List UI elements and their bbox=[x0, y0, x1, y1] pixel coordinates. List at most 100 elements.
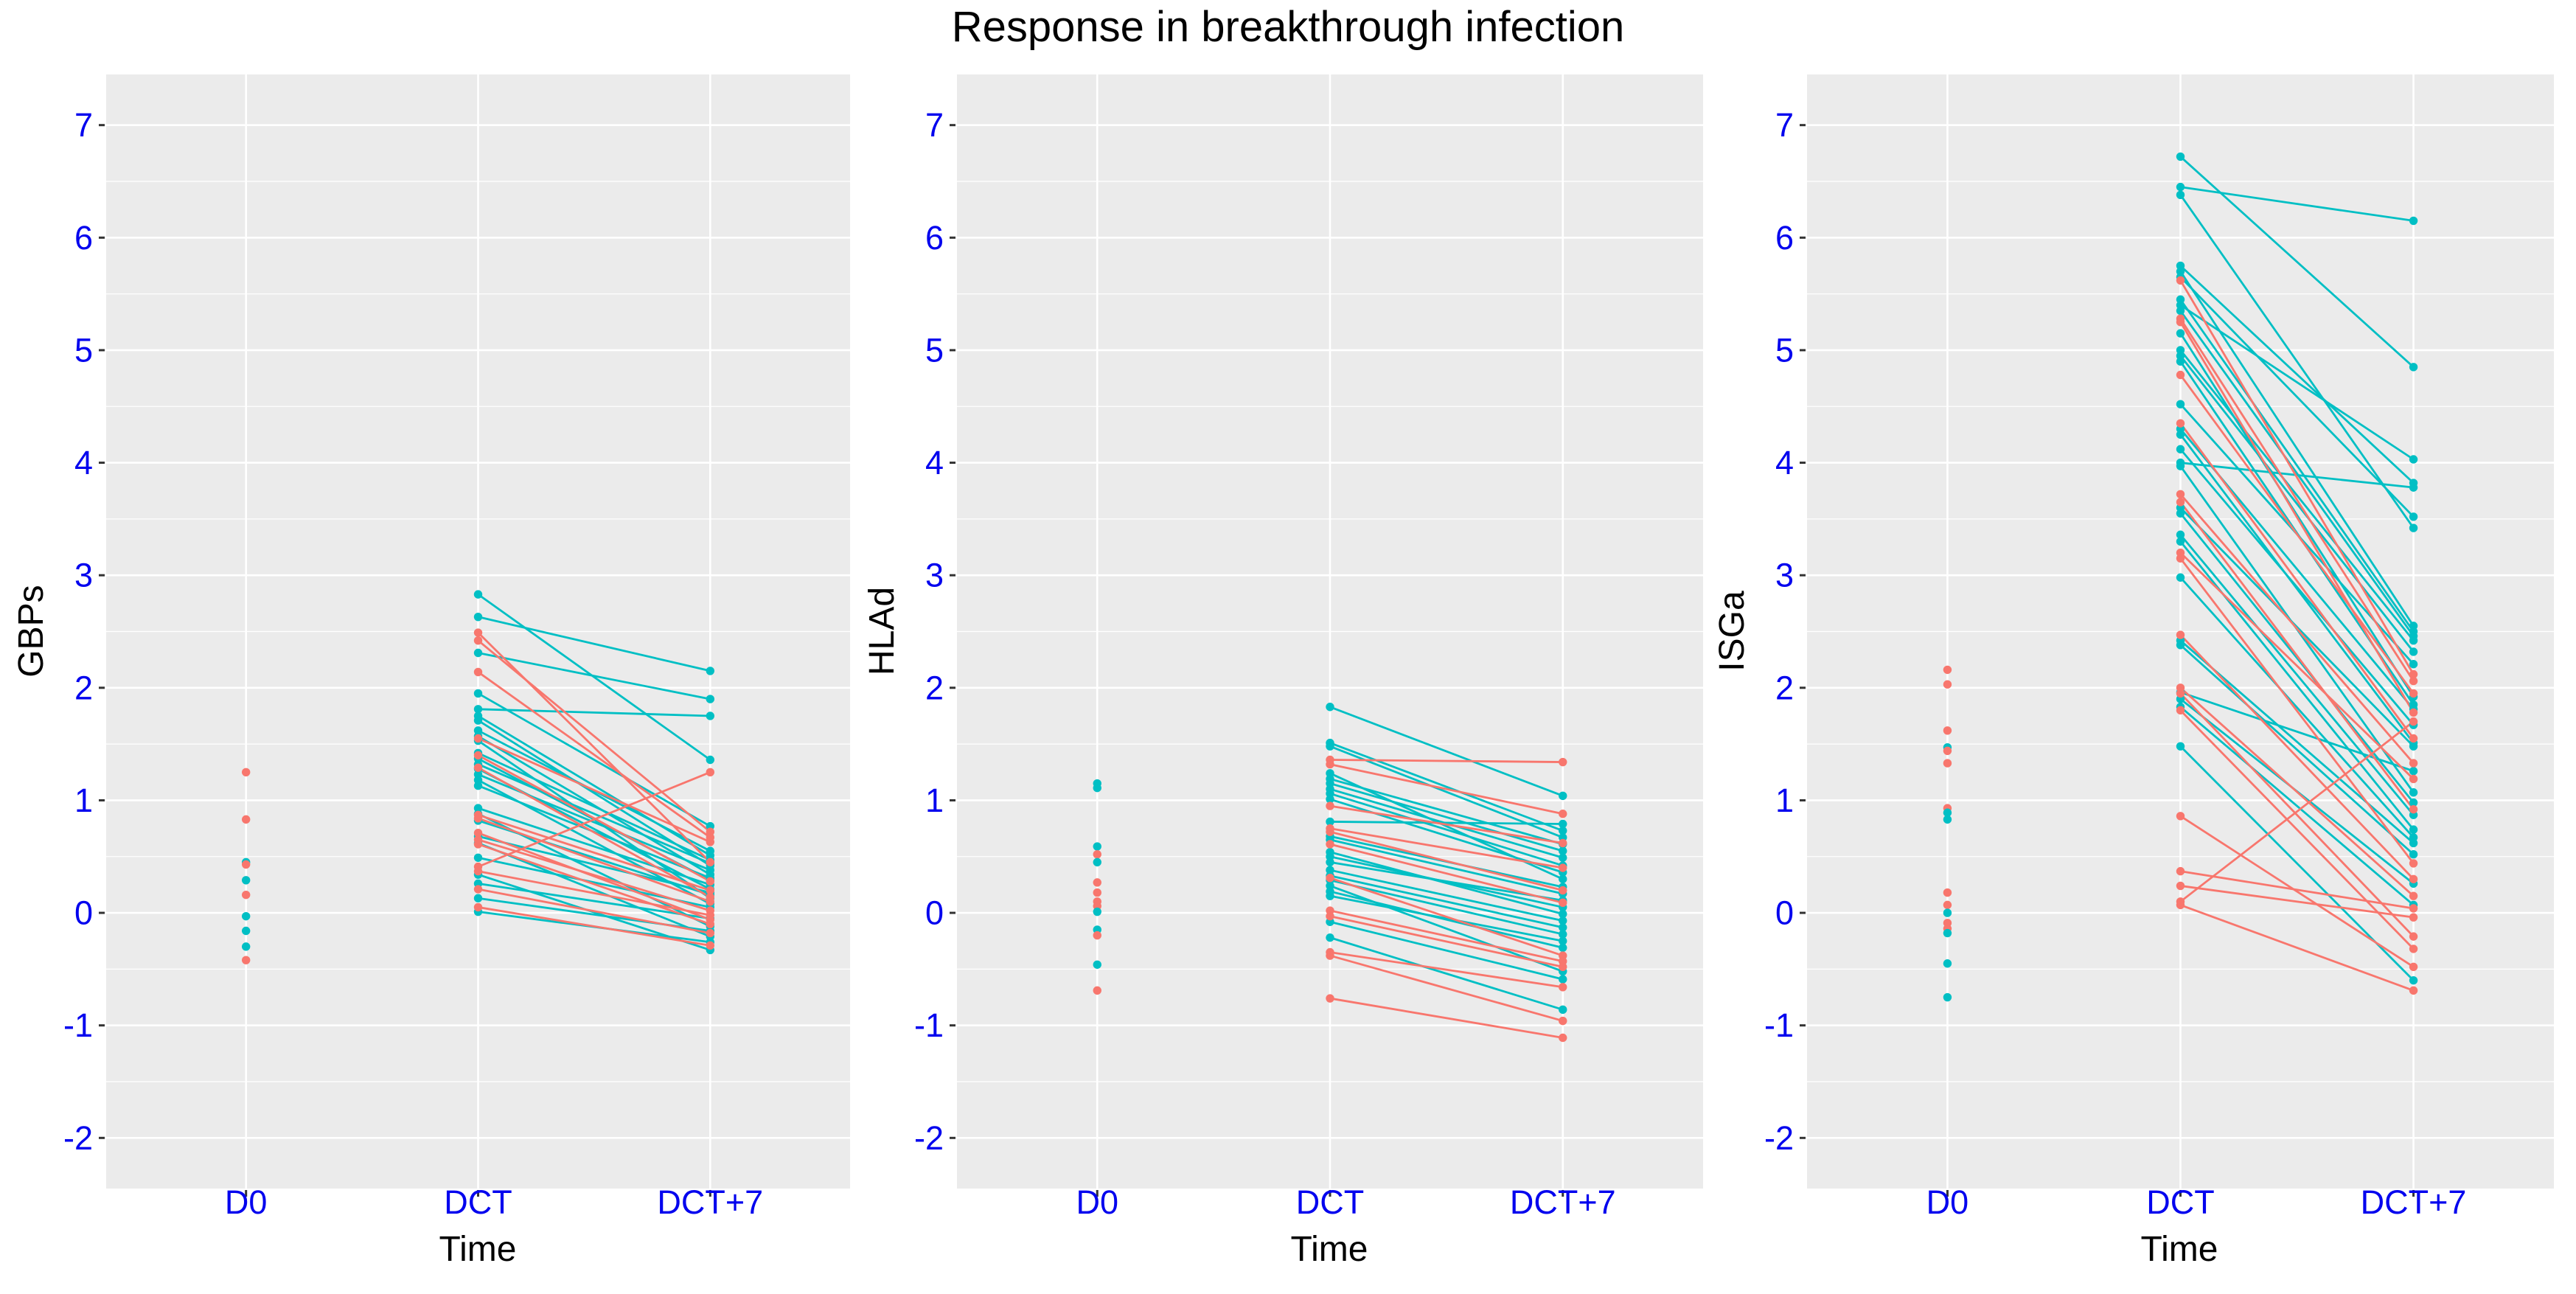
connector-line bbox=[2179, 557, 2415, 864]
connector-line bbox=[477, 692, 711, 827]
data-point-dct7 bbox=[1559, 791, 1567, 801]
data-point-dct bbox=[473, 885, 483, 894]
data-point-dct bbox=[2176, 812, 2185, 821]
data-point-dct7 bbox=[2409, 708, 2418, 717]
connector-line bbox=[1329, 827, 1563, 869]
data-point-dct bbox=[473, 716, 483, 725]
data-point-dct bbox=[2176, 276, 2185, 285]
y-tick-label: 4 bbox=[925, 444, 944, 481]
connector-line bbox=[1329, 920, 1564, 981]
y-tick-label: 7 bbox=[74, 106, 93, 144]
panel-plot-area: -2 -1 0 1 2 3 4 5 6 7 D0 DCT DCT+7 bbox=[1764, 74, 2554, 1221]
data-point-dct7 bbox=[2409, 945, 2418, 953]
data-point-dct bbox=[2176, 370, 2185, 380]
y-tick-label: -1 bbox=[63, 1006, 93, 1044]
connector-line bbox=[1329, 869, 1564, 922]
data-point-d0 bbox=[1943, 928, 1952, 938]
connector-line bbox=[478, 832, 711, 921]
connector-line bbox=[478, 708, 711, 717]
x-axis-title: Time bbox=[439, 1230, 517, 1269]
connector-line bbox=[2179, 644, 2415, 855]
connector-line bbox=[1329, 997, 1563, 1039]
connector-line bbox=[1329, 706, 1564, 797]
y-tick-label: 6 bbox=[74, 219, 93, 257]
connector-line bbox=[2179, 552, 2415, 780]
data-point-dct7 bbox=[1559, 886, 1567, 895]
data-point-dct bbox=[1326, 840, 1334, 849]
data-point-d0 bbox=[1943, 815, 1952, 824]
data-point-dct bbox=[473, 667, 483, 677]
data-point-dct7 bbox=[706, 838, 715, 846]
data-point-dct7 bbox=[2409, 523, 2418, 532]
connector-line bbox=[1329, 890, 1564, 949]
data-point-dct bbox=[2176, 530, 2185, 539]
connector-line bbox=[1329, 951, 1563, 989]
data-point-dct7 bbox=[2409, 774, 2418, 784]
connector-line bbox=[2179, 349, 2415, 641]
data-point-dct bbox=[2176, 152, 2185, 161]
data-point-dct7 bbox=[2409, 986, 2418, 995]
data-point-dct bbox=[2176, 866, 2185, 876]
data-point-dct7 bbox=[2409, 512, 2418, 521]
connector-line bbox=[478, 652, 711, 700]
connector-line bbox=[2179, 422, 2415, 740]
data-point-dct7 bbox=[1559, 1005, 1567, 1015]
connector-line bbox=[478, 870, 711, 916]
data-point-dct7 bbox=[1559, 826, 1567, 835]
data-point-d0 bbox=[1093, 960, 1101, 969]
data-point-dct bbox=[473, 628, 483, 637]
data-point-dct bbox=[2176, 318, 2185, 327]
connector-line bbox=[1329, 821, 1563, 825]
data-point-dct7 bbox=[1559, 863, 1567, 872]
data-point-dct bbox=[2176, 689, 2185, 698]
y-tick-label: -2 bbox=[63, 1119, 93, 1157]
data-point-dct bbox=[2176, 430, 2185, 439]
data-point-d0 bbox=[1093, 783, 1101, 793]
data-point-d0 bbox=[1943, 808, 1952, 817]
y-tick-label: -2 bbox=[1764, 1119, 1794, 1157]
x-tick-label: DCT+7 bbox=[2361, 1183, 2467, 1221]
panel-hlad: -2 -1 0 1 2 3 4 5 6 7 D0 DCT DCT+7 HLAd Time bbox=[863, 74, 1703, 1269]
x-tick-label: D0 bbox=[1076, 1183, 1118, 1221]
data-point-dct7 bbox=[2409, 798, 2418, 807]
data-point-dct7 bbox=[1559, 983, 1567, 992]
data-point-dct bbox=[473, 751, 483, 760]
data-point-dct7 bbox=[2409, 636, 2418, 645]
data-point-dct7 bbox=[2409, 904, 2418, 913]
x-tick-label: D0 bbox=[1926, 1183, 1969, 1221]
data-point-dct bbox=[2176, 400, 2185, 408]
data-point-dct bbox=[473, 705, 483, 714]
connector-line bbox=[1329, 763, 1564, 815]
x-tick-label: DCT+7 bbox=[1510, 1183, 1616, 1221]
data-point-dct bbox=[1326, 933, 1334, 942]
y-tick-label: -1 bbox=[1764, 1006, 1794, 1044]
data-point-d0 bbox=[1943, 726, 1952, 735]
data-point-d0 bbox=[1093, 858, 1101, 867]
data-point-dct bbox=[2176, 509, 2185, 518]
data-point-dct7 bbox=[1559, 819, 1567, 829]
connector-line bbox=[2179, 692, 2415, 938]
data-point-d0 bbox=[1943, 992, 1952, 1002]
data-point-dct7 bbox=[1559, 757, 1567, 767]
connector-line bbox=[1329, 804, 1563, 844]
connector-line bbox=[477, 714, 711, 857]
data-point-dct bbox=[1326, 703, 1334, 712]
connector-line bbox=[478, 807, 711, 886]
data-point-dct7 bbox=[2409, 216, 2418, 226]
data-point-d0 bbox=[241, 926, 251, 936]
y-tick-label: 7 bbox=[925, 106, 944, 144]
data-point-dct7 bbox=[1559, 838, 1567, 848]
data-point-dct bbox=[2176, 357, 2185, 366]
data-point-dct bbox=[473, 814, 483, 823]
connector-line bbox=[2179, 321, 2415, 714]
connector-line bbox=[2179, 304, 2415, 461]
connector-line bbox=[1329, 861, 1563, 902]
data-point-dct bbox=[2176, 641, 2185, 650]
data-point-dct7 bbox=[1559, 810, 1567, 818]
data-point-dct bbox=[1326, 827, 1334, 836]
connector-line bbox=[478, 817, 711, 903]
y-tick-label: 7 bbox=[1775, 106, 1794, 144]
data-point-dct7 bbox=[1559, 936, 1567, 945]
connector-line bbox=[1329, 915, 1564, 968]
data-point-dct bbox=[2176, 630, 2185, 639]
